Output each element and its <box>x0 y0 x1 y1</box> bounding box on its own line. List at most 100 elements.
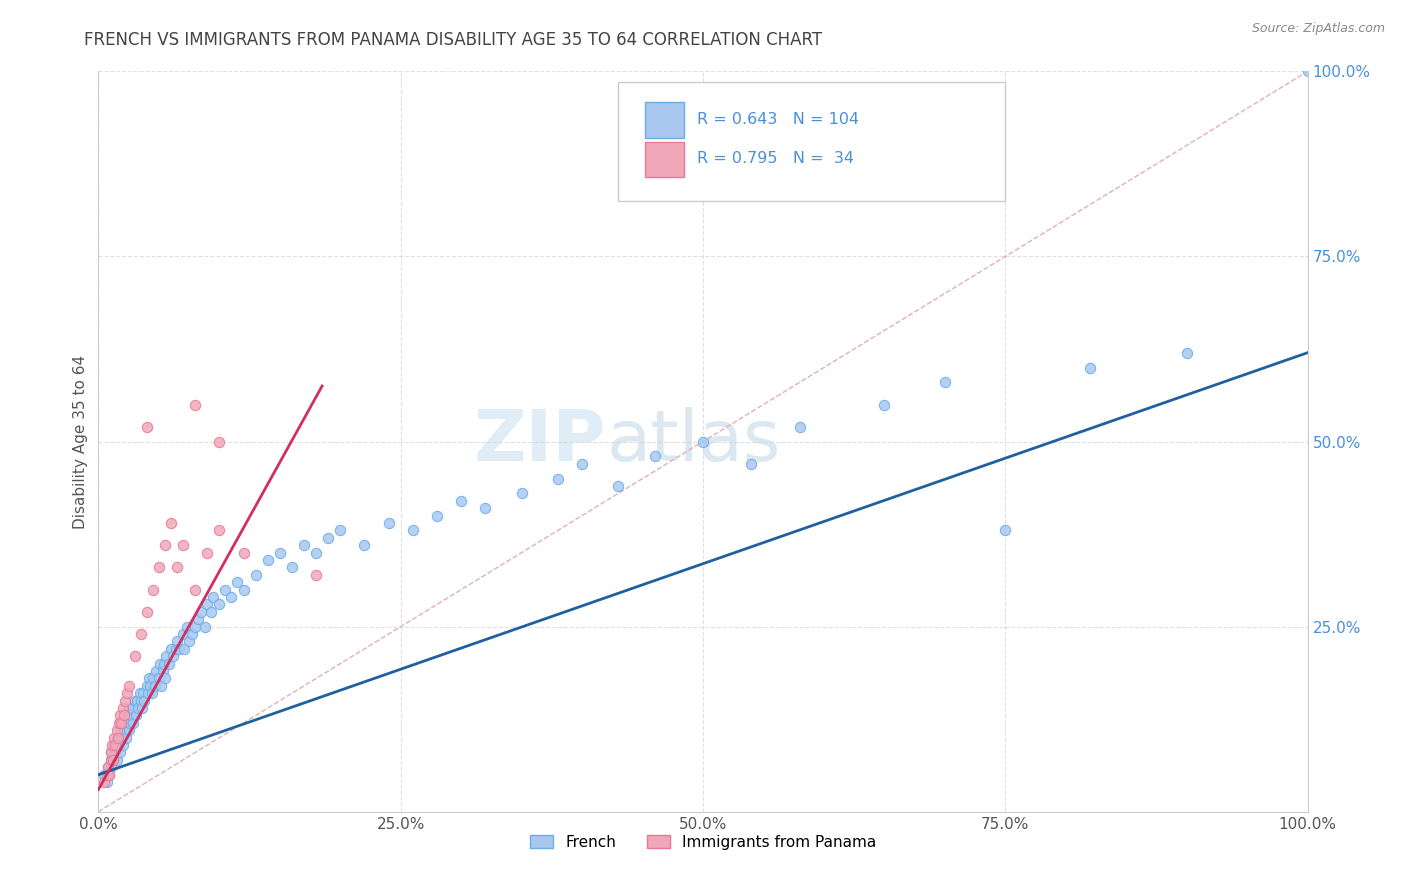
Point <box>105 723 128 738</box>
Point <box>98 767 121 781</box>
Point <box>152 664 174 678</box>
Point <box>165 641 187 656</box>
Point <box>104 738 127 752</box>
Point <box>208 524 231 538</box>
Point <box>153 538 176 552</box>
Point <box>107 738 129 752</box>
Point <box>202 590 225 604</box>
Point <box>105 753 128 767</box>
FancyBboxPatch shape <box>645 142 683 178</box>
Point <box>118 723 141 738</box>
Point <box>740 457 762 471</box>
Point <box>97 760 120 774</box>
FancyBboxPatch shape <box>619 82 1005 201</box>
Point <box>107 731 129 745</box>
Point <box>100 738 122 752</box>
Point <box>111 715 134 730</box>
Point <box>474 501 496 516</box>
Point <box>232 582 254 597</box>
Point <box>402 524 425 538</box>
Point <box>127 694 149 708</box>
Point <box>139 679 162 693</box>
Point <box>1078 360 1101 375</box>
Point <box>101 753 124 767</box>
Point <box>138 672 160 686</box>
Text: ZIP: ZIP <box>474 407 606 476</box>
Point <box>108 715 131 730</box>
Point <box>101 753 124 767</box>
Point <box>118 701 141 715</box>
Point <box>100 753 122 767</box>
Point <box>111 701 134 715</box>
Point <box>114 715 136 730</box>
Point <box>145 664 167 678</box>
Point <box>149 657 172 671</box>
Point <box>100 746 122 760</box>
Point <box>93 767 115 781</box>
Point <box>108 746 131 760</box>
Point <box>100 753 122 767</box>
Point <box>607 479 630 493</box>
Point <box>120 708 142 723</box>
Point <box>329 524 352 538</box>
Point <box>172 627 194 641</box>
Point <box>114 694 136 708</box>
Point <box>150 679 173 693</box>
Point <box>692 434 714 449</box>
Point <box>510 486 533 500</box>
Point <box>128 686 150 700</box>
Point <box>148 672 170 686</box>
Point <box>122 715 145 730</box>
Point <box>450 493 472 508</box>
Point <box>129 694 152 708</box>
Point <box>994 524 1017 538</box>
Point <box>179 634 201 648</box>
Point <box>118 679 141 693</box>
Point <box>98 767 121 781</box>
Point <box>1296 64 1319 78</box>
Point <box>136 686 159 700</box>
Point <box>127 701 149 715</box>
Point <box>112 708 135 723</box>
Point <box>353 538 375 552</box>
Point <box>103 738 125 752</box>
Point <box>108 723 131 738</box>
Point <box>169 641 191 656</box>
Point <box>112 723 135 738</box>
Point <box>100 746 122 760</box>
Point <box>256 553 278 567</box>
Point <box>377 516 399 530</box>
Text: R = 0.643   N = 104: R = 0.643 N = 104 <box>697 112 859 127</box>
Point <box>135 605 157 619</box>
Point <box>208 434 231 449</box>
Point <box>121 701 143 715</box>
Point <box>245 567 267 582</box>
Point <box>108 708 131 723</box>
Point <box>195 598 218 612</box>
Point <box>129 627 152 641</box>
Point <box>96 767 118 781</box>
Text: atlas: atlas <box>606 407 780 476</box>
Text: Source: ZipAtlas.com: Source: ZipAtlas.com <box>1251 22 1385 36</box>
Point <box>131 701 153 715</box>
Point <box>426 508 449 523</box>
Point <box>789 419 811 434</box>
Point <box>135 679 157 693</box>
Point <box>194 619 217 633</box>
Point <box>269 546 291 560</box>
Point <box>547 471 569 485</box>
Point <box>111 738 134 752</box>
Point <box>124 694 146 708</box>
Point <box>176 619 198 633</box>
Point <box>93 775 115 789</box>
Point <box>142 672 165 686</box>
Point <box>110 715 132 730</box>
Point <box>172 538 194 552</box>
Text: R = 0.795   N =  34: R = 0.795 N = 34 <box>697 152 853 166</box>
FancyBboxPatch shape <box>645 103 683 138</box>
Point <box>184 619 207 633</box>
Point <box>115 731 138 745</box>
Point <box>125 708 148 723</box>
Point <box>305 567 328 582</box>
Point <box>173 641 195 656</box>
